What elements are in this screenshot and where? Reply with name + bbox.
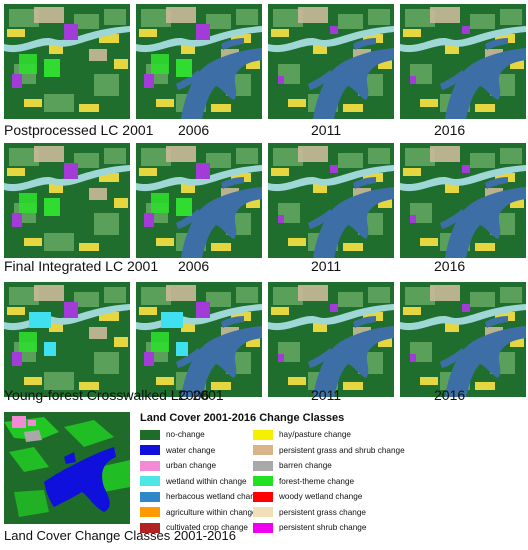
legend-swatch xyxy=(253,445,273,455)
legend-item: agriculture within change xyxy=(140,506,257,519)
year-label: 2011 xyxy=(311,122,342,138)
land-cover-map xyxy=(400,4,526,119)
legend-item: persistent grass change xyxy=(253,506,366,519)
year-label: 2011 xyxy=(311,387,342,403)
land-cover-map xyxy=(136,282,262,397)
legend-item: herbacous wetland change xyxy=(140,490,264,503)
legend-title: Land Cover 2001-2016 Change Classes xyxy=(140,412,345,424)
legend-label: cultivated crop change xyxy=(166,523,248,532)
legend-swatch xyxy=(140,476,160,486)
legend-item: woody wetland change xyxy=(253,490,362,503)
land-cover-map xyxy=(136,143,262,258)
legend-label: no-change xyxy=(166,430,205,439)
legend-item: persistent shrub change xyxy=(253,521,366,534)
legend-swatch xyxy=(140,445,160,455)
legend-item: no-change xyxy=(140,428,205,441)
legend-swatch xyxy=(140,491,160,502)
legend-label: persistent shrub change xyxy=(279,523,367,532)
legend-swatch xyxy=(140,460,160,471)
legend-swatch xyxy=(253,507,273,517)
row-label: Final Integrated LC 2001 xyxy=(4,258,159,274)
year-label: 2011 xyxy=(311,258,342,274)
change-classes-map xyxy=(4,412,130,524)
legend-swatch xyxy=(253,522,273,533)
legend-item: hay/pasture change xyxy=(253,428,351,441)
year-label: 2016 xyxy=(434,258,466,274)
legend-label: herbacous wetland change xyxy=(166,492,264,501)
legend-label: wetland within change xyxy=(166,476,247,486)
legend-label: urban change xyxy=(166,461,217,470)
legend-swatch xyxy=(253,476,273,486)
year-label: 2016 xyxy=(434,387,466,403)
land-cover-map xyxy=(4,282,130,397)
legend-item: wetland within change xyxy=(140,475,247,488)
legend-swatch xyxy=(140,522,160,533)
legend-label: agriculture within change xyxy=(166,507,257,517)
legend-swatch xyxy=(253,491,273,502)
legend-item: persistent grass and shrub change xyxy=(253,444,405,457)
land-cover-map xyxy=(400,143,526,258)
year-label: 2016 xyxy=(434,122,466,138)
legend-item: urban change xyxy=(140,459,216,472)
legend-label: woody wetland change xyxy=(279,492,363,501)
legend-label: barren change xyxy=(279,461,332,470)
legend-swatch xyxy=(140,507,160,517)
land-cover-map xyxy=(136,4,262,119)
legend-item: water change xyxy=(140,444,215,457)
land-cover-map xyxy=(268,282,394,397)
year-label: 2006 xyxy=(178,387,210,403)
legend-item: forest-theme change xyxy=(253,475,354,488)
legend-label: forest-theme change xyxy=(279,476,355,486)
row-label: Young-forest Crosswalked LC 2001 xyxy=(4,387,224,403)
legend-label: persistent grass and shrub change xyxy=(279,445,405,455)
legend-label: persistent grass change xyxy=(279,507,366,517)
year-label: 2006 xyxy=(178,258,210,274)
year-label: 2006 xyxy=(178,122,210,138)
land-cover-map xyxy=(268,4,394,119)
bottom-caption: Land Cover Change Classes 2001-2016 xyxy=(4,528,236,543)
land-cover-map xyxy=(268,143,394,258)
legend-item: cultivated crop change xyxy=(140,521,248,534)
legend-label: water change xyxy=(166,445,216,455)
legend-item: barren change xyxy=(253,459,332,472)
legend-swatch xyxy=(253,460,273,471)
land-cover-map xyxy=(4,4,130,119)
row-label: Postprocessed LC 2001 xyxy=(4,122,154,138)
change-classes-map-image xyxy=(4,412,130,524)
land-cover-map xyxy=(4,143,130,258)
legend-swatch xyxy=(253,429,273,440)
legend-label: hay/pasture change xyxy=(279,430,351,439)
legend-swatch xyxy=(140,429,160,440)
land-cover-map xyxy=(400,282,526,397)
